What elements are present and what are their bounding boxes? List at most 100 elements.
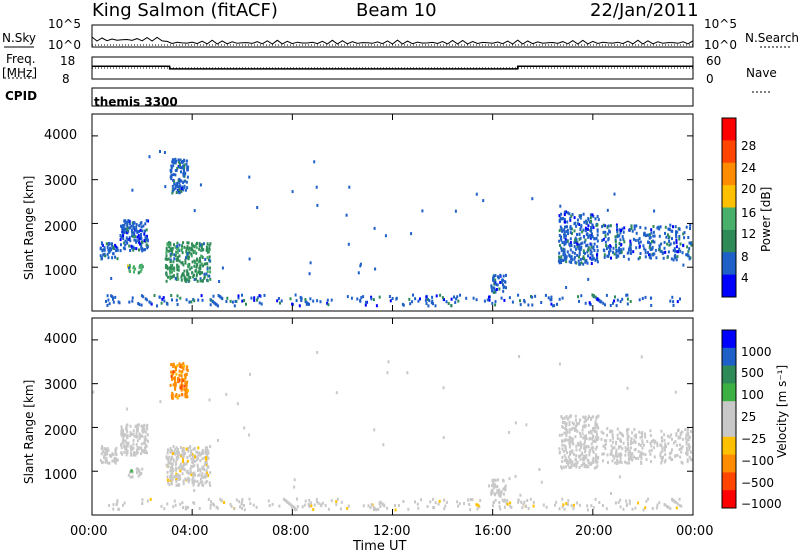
power-cbar-frame (721, 117, 737, 298)
power-cell (174, 254, 177, 257)
power-cell (603, 255, 606, 259)
velocity-cell (563, 420, 566, 424)
power-cell (189, 267, 192, 271)
power-cell (206, 247, 209, 251)
power-cell (141, 249, 144, 253)
velocity-cell (186, 478, 189, 482)
power-cbar-segment (722, 252, 736, 276)
power-cell (498, 287, 501, 291)
power-cell (350, 296, 353, 300)
velocity-cell (120, 446, 123, 450)
power-cell (563, 235, 566, 239)
velocity-cell (201, 465, 204, 469)
velocity-cell (565, 460, 568, 464)
velocity-cell (114, 450, 117, 454)
power-cbar-tick: 12 (741, 227, 757, 241)
velocity-cell (330, 499, 333, 503)
velocity-cell (108, 503, 111, 507)
velocity-cell (134, 425, 137, 429)
power-cell (573, 229, 576, 233)
velocity-cell (171, 457, 174, 461)
velocity-cell (639, 443, 642, 447)
velocity-cell (136, 471, 138, 475)
power-cbar-tick: 24 (741, 161, 757, 175)
velocity-cell (185, 387, 188, 391)
power-cell (654, 248, 657, 252)
power-cell (203, 272, 206, 276)
power-cell (259, 294, 262, 298)
power-cell (120, 243, 122, 247)
velocity-cell (178, 394, 181, 398)
power-cell (589, 303, 592, 307)
power-cell (587, 248, 590, 252)
velocity-cell (184, 392, 187, 396)
velocity-cell (678, 503, 681, 507)
power-cell (626, 302, 629, 306)
power-cell (180, 170, 182, 174)
velocity-cell (629, 439, 632, 443)
velocity-cell (346, 506, 349, 510)
power-cell (622, 247, 625, 251)
power-cell (258, 294, 261, 298)
velocity-cell (310, 504, 313, 508)
velocity-cell (584, 448, 587, 452)
velocity-cell (238, 500, 241, 504)
velocity-cell (146, 427, 149, 431)
velocity-cell (174, 461, 177, 465)
power-cell (663, 246, 666, 250)
velocity-cell (375, 508, 378, 512)
power-cell (150, 302, 153, 306)
velocity-cell (555, 500, 558, 504)
power-cell (570, 244, 573, 247)
power-cell (622, 230, 625, 234)
power-cell (638, 241, 640, 245)
power-cell (578, 244, 581, 248)
velocity-cell (619, 505, 622, 509)
power-cell (608, 250, 610, 254)
velocity-cell (140, 452, 143, 456)
power-cell (550, 302, 553, 306)
power-cell (221, 266, 224, 270)
velocity-cell (175, 393, 178, 396)
velocity-cell (141, 502, 144, 505)
power-cell (183, 245, 186, 249)
velocity-cell (659, 451, 662, 455)
power-cell (579, 248, 582, 251)
power-cell (628, 248, 630, 252)
velocity-cell (335, 391, 338, 395)
velocity-cell (567, 455, 570, 459)
power-cell (615, 253, 618, 257)
power-cell (475, 298, 478, 302)
velocity-cell (105, 449, 108, 453)
velocity-cell (605, 507, 608, 511)
velocity-cell (538, 468, 541, 471)
velocity-cell (174, 463, 177, 467)
velocity-cell (144, 450, 147, 454)
power-cell (136, 235, 139, 239)
velocity-cell (649, 441, 652, 445)
velocity-cell (570, 459, 573, 463)
velocity-cell (579, 454, 582, 458)
power-cell (644, 226, 647, 230)
velocity-cell (196, 469, 199, 472)
velocity-cell (649, 452, 652, 456)
power-cell (560, 246, 563, 250)
velocity-cell (182, 482, 185, 486)
velocity-cell (663, 446, 666, 450)
power-cell (231, 300, 234, 304)
velocity-cell (205, 455, 208, 459)
power-cell (126, 226, 129, 230)
velocity-cell (494, 478, 497, 482)
velocity-cell (680, 446, 683, 450)
velocity-y-tick: 3000 (44, 378, 78, 393)
velocity-cell (178, 373, 181, 377)
power-cell (643, 247, 646, 251)
power-cell (116, 246, 119, 250)
velocity-cell (558, 433, 561, 437)
power-cell (183, 168, 185, 172)
velocity-cell (169, 477, 172, 481)
velocity-cell (336, 497, 339, 501)
velocity-cell (445, 500, 448, 504)
power-cell (172, 159, 175, 162)
power-cell (131, 234, 133, 238)
